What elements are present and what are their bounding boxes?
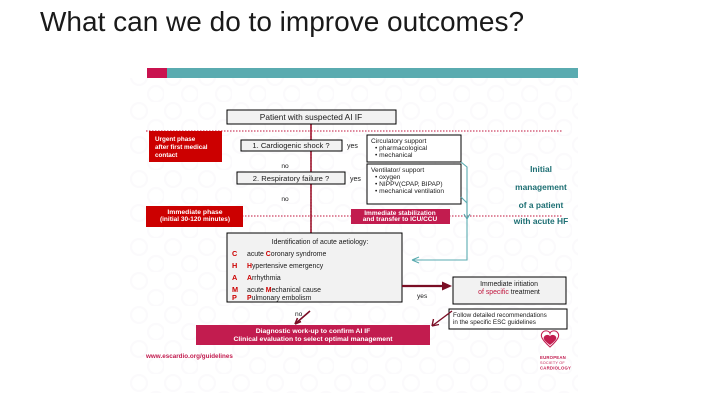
svg-text:Pulmonary embolism: Pulmonary embolism (247, 295, 312, 302)
svg-text:• pharmacological: • pharmacological (375, 145, 428, 152)
svg-text:no: no (281, 163, 289, 170)
svg-text:no: no (295, 311, 303, 318)
svg-text:Identification of acute aetio: Identification of acute aetiology: (272, 239, 369, 246)
svg-text:yes: yes (417, 293, 428, 300)
svg-text:C: C (232, 249, 238, 258)
svg-text:1. Cardiogenic shock ?: 1. Cardiogenic shock ? (252, 141, 329, 150)
svg-text:www.escardio.org/guidelines: www.escardio.org/guidelines (145, 353, 233, 360)
svg-text:EUROPEAN: EUROPEAN (540, 355, 566, 360)
svg-text:Ventilator/ support: Ventilator/ support (371, 167, 424, 174)
svg-text:P: P (232, 293, 237, 302)
svg-text:acute Coronary syndrome: acute Coronary syndrome (247, 251, 326, 258)
svg-text:and transfer to ICU/CCU: and transfer to ICU/CCU (363, 216, 438, 223)
svg-text:• mechanical ventilation: • mechanical ventilation (375, 188, 444, 195)
svg-text:Circulatory support: Circulatory support (371, 138, 427, 145)
svg-text:Hypertensive emergency: Hypertensive emergency (247, 263, 324, 270)
svg-text:in the specific ESC guideline: in the specific ESC guidelines (453, 319, 536, 326)
svg-text:no: no (281, 196, 289, 203)
svg-text:Diagnostic work-up to confirm: Diagnostic work-up to confirm AI IF (256, 328, 371, 335)
svg-text:yes: yes (347, 143, 358, 150)
svg-text:• NIPPV(CPAP, BIPAP): • NIPPV(CPAP, BIPAP) (375, 181, 443, 188)
svg-text:Immediate phase: Immediate phase (167, 209, 222, 216)
svg-text:Follow detailed recommendatio: Follow detailed recommendations (453, 312, 547, 319)
svg-text:CARDIOLOGY: CARDIOLOGY (540, 366, 571, 371)
svg-text:of a patient: of a patient (519, 200, 564, 210)
svg-text:• mechanical: • mechanical (375, 152, 413, 159)
svg-text:of specific treatment: of specific treatment (478, 289, 540, 296)
svg-text:• oxygen: • oxygen (375, 174, 401, 181)
svg-text:yes: yes (350, 176, 361, 183)
svg-text:contact: contact (155, 152, 178, 159)
svg-text:A: A (232, 273, 238, 282)
svg-text:H: H (232, 261, 237, 270)
svg-text:Arrhythmia: Arrhythmia (247, 275, 281, 282)
svg-text:SOCIETY OF: SOCIETY OF (540, 361, 565, 365)
svg-text:2. Respiratory failure ?: 2. Respiratory failure ? (253, 174, 329, 183)
svg-text:Immediate iritiation: Immediate iritiation (480, 281, 538, 288)
svg-text:management: management (515, 182, 567, 192)
svg-text:(initial 30-120 minutes): (initial 30-120 minutes) (160, 216, 230, 223)
svg-text:Initial: Initial (530, 164, 552, 174)
svg-text:acute Mechanical cause: acute Mechanical cause (247, 287, 321, 294)
svg-text:Patient with suspected AI IF: Patient with suspected AI IF (260, 112, 362, 122)
svg-text:Urgent phase: Urgent phase (155, 136, 196, 143)
svg-text:with acute HF: with acute HF (513, 216, 568, 226)
svg-text:Clinical evaluation to select: Clinical evaluation to select optimal ma… (233, 336, 393, 343)
svg-text:after first medical: after first medical (155, 144, 208, 151)
